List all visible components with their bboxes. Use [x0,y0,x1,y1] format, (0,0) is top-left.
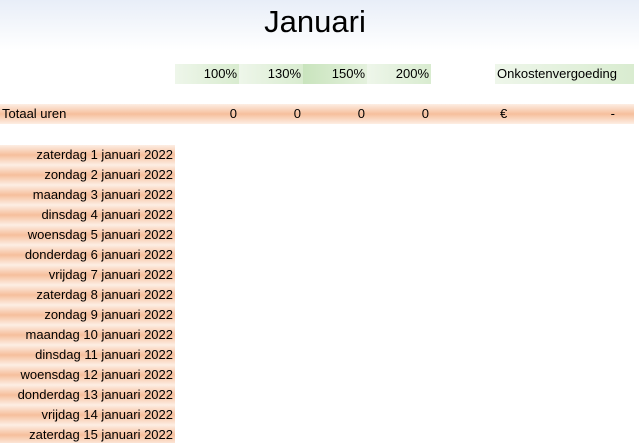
day-row: zaterdag 15 januari 2022 [0,425,175,443]
day-row: woensdag 12 januari 2022 [0,365,175,385]
day-row: vrijdag 7 januari 2022 [0,265,175,285]
day-row: maandag 3 januari 2022 [0,185,175,205]
percentage-header: 100% [175,64,239,84]
sheet-title: Januari [264,4,366,39]
total-hours: 0 [229,106,237,121]
totals-row [0,104,634,124]
percentage-header: 130% [239,64,303,84]
expenses-header: Onkostenvergoeding [495,64,634,84]
day-row: donderdag 13 januari 2022 [0,385,175,405]
day-row: zaterdag 1 januari 2022 [0,145,175,165]
total-hours: 0 [293,106,301,121]
percentage-header: 200% [367,64,431,84]
day-row: vrijdag 14 januari 2022 [0,405,175,425]
currency-symbol: € [500,106,508,121]
expenses-total: - [610,106,615,121]
total-hours: 0 [357,106,365,121]
totals-label: Totaal uren [2,106,67,121]
day-row: zondag 9 januari 2022 [0,305,175,325]
day-row: donderdag 6 januari 2022 [0,245,175,265]
percentage-header: 150% [303,64,367,84]
day-row: dinsdag 11 januari 2022 [0,345,175,365]
day-row: dinsdag 4 januari 2022 [0,205,175,225]
day-row: zaterdag 8 januari 2022 [0,285,175,305]
day-row: woensdag 5 januari 2022 [0,225,175,245]
day-row: zondag 2 januari 2022 [0,165,175,185]
day-row: maandag 10 januari 2022 [0,325,175,345]
total-hours: 0 [421,106,429,121]
